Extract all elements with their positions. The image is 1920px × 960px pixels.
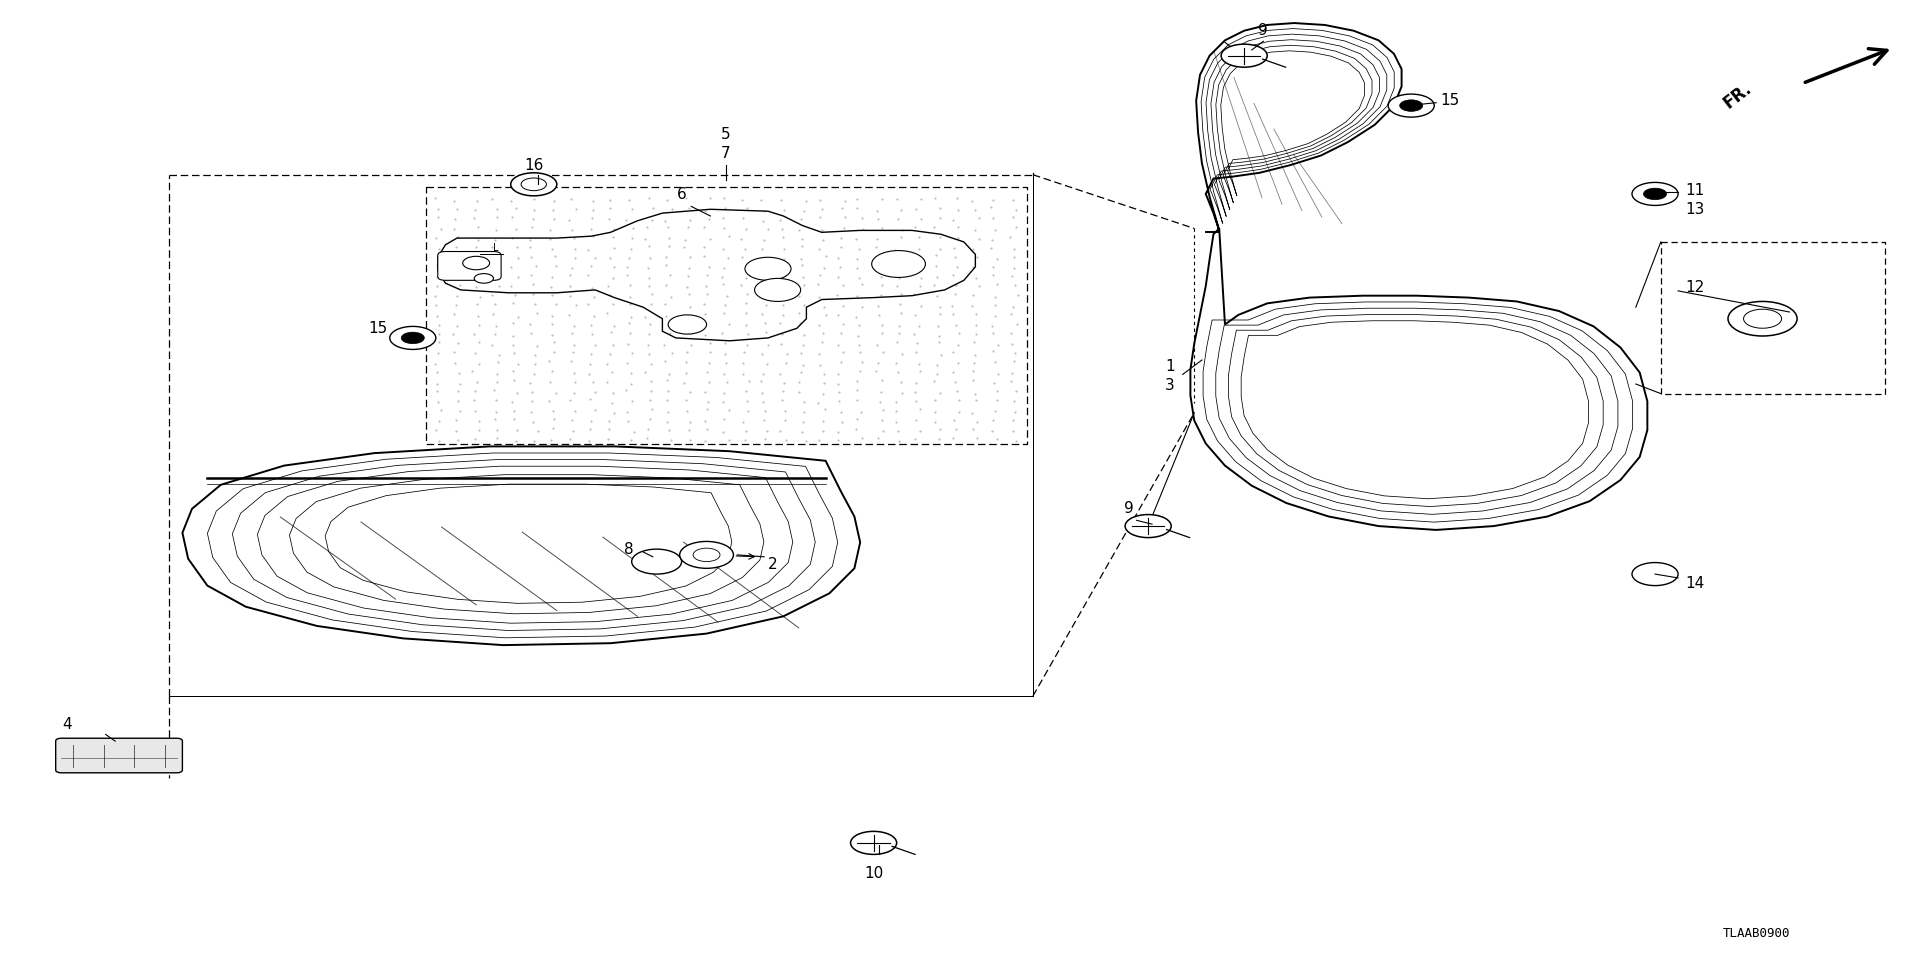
Text: 5: 5: [720, 127, 732, 142]
Circle shape: [632, 549, 682, 574]
Circle shape: [511, 173, 557, 196]
Circle shape: [872, 251, 925, 277]
FancyBboxPatch shape: [438, 252, 501, 280]
Circle shape: [693, 548, 720, 562]
Text: L: L: [493, 243, 497, 252]
Text: 3: 3: [1165, 378, 1175, 394]
Text: 14: 14: [1686, 576, 1705, 591]
Text: 9: 9: [1258, 23, 1269, 38]
Circle shape: [680, 541, 733, 568]
Circle shape: [520, 178, 547, 191]
Circle shape: [851, 831, 897, 854]
Text: 8: 8: [624, 541, 634, 557]
Circle shape: [668, 315, 707, 334]
Circle shape: [1125, 515, 1171, 538]
Circle shape: [1388, 94, 1434, 117]
Text: 10: 10: [864, 866, 883, 881]
Circle shape: [1632, 182, 1678, 205]
Circle shape: [401, 332, 424, 344]
Text: 15: 15: [1440, 93, 1459, 108]
Text: 2: 2: [768, 557, 778, 572]
Text: 12: 12: [1686, 280, 1705, 296]
Text: 11: 11: [1686, 182, 1705, 198]
Circle shape: [1728, 301, 1797, 336]
Circle shape: [1743, 309, 1782, 328]
Circle shape: [474, 274, 493, 283]
Circle shape: [755, 278, 801, 301]
FancyBboxPatch shape: [56, 738, 182, 773]
Circle shape: [1644, 188, 1667, 200]
Circle shape: [1632, 563, 1678, 586]
Circle shape: [1221, 44, 1267, 67]
Circle shape: [1400, 100, 1423, 111]
Text: 1: 1: [1165, 359, 1175, 374]
Text: 13: 13: [1686, 202, 1705, 217]
Text: 7: 7: [720, 146, 732, 161]
Circle shape: [390, 326, 436, 349]
Text: 4: 4: [61, 716, 73, 732]
Text: 15: 15: [369, 321, 388, 336]
Circle shape: [745, 257, 791, 280]
Text: 16: 16: [524, 157, 543, 173]
Text: TLAAB0900: TLAAB0900: [1722, 926, 1791, 940]
Text: FR.: FR.: [1720, 80, 1755, 112]
Text: 6: 6: [676, 186, 687, 202]
Text: 9: 9: [1123, 501, 1135, 516]
Circle shape: [463, 256, 490, 270]
